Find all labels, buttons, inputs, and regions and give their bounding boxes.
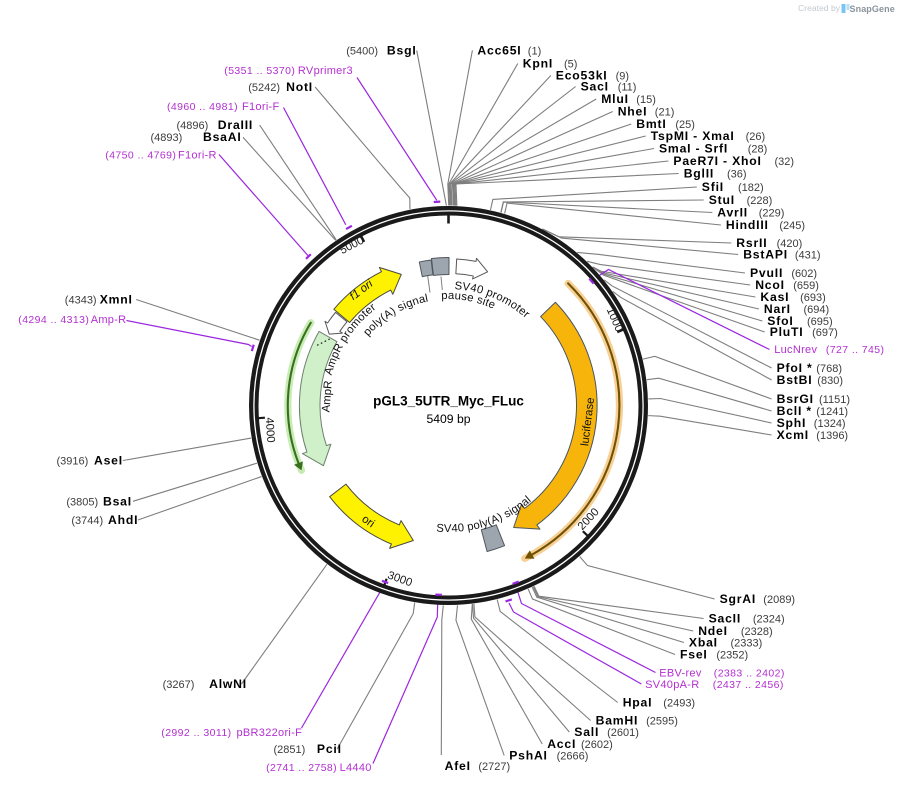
svg-text:Acc65I: Acc65I xyxy=(477,43,521,57)
svg-text:(2727): (2727) xyxy=(478,761,510,773)
svg-text:EBV-rev: EBV-rev xyxy=(659,668,702,680)
svg-text:(2324): (2324) xyxy=(753,614,785,626)
svg-text:(26): (26) xyxy=(746,131,766,143)
svg-text:XcmI: XcmI xyxy=(777,428,809,442)
svg-text:(602): (602) xyxy=(791,268,817,280)
svg-text:(5242): (5242) xyxy=(248,82,280,94)
svg-text:(1241): (1241) xyxy=(816,406,848,418)
svg-text:XmnI: XmnI xyxy=(100,293,133,307)
svg-text:(694): (694) xyxy=(804,304,830,316)
svg-text:(2595): (2595) xyxy=(646,716,678,728)
svg-text:SgrAI: SgrAI xyxy=(720,592,757,606)
svg-text:(2602): (2602) xyxy=(581,739,613,751)
svg-text:(830): (830) xyxy=(817,375,843,387)
svg-text:L4440: L4440 xyxy=(340,762,372,774)
svg-text:KpnI: KpnI xyxy=(523,57,553,71)
svg-text:BglII: BglII xyxy=(684,167,714,181)
svg-text:PshAI: PshAI xyxy=(509,749,548,763)
svg-text:(3916): (3916) xyxy=(57,456,89,468)
svg-text:(1): (1) xyxy=(528,45,541,57)
svg-text:LucNrev: LucNrev xyxy=(774,344,817,356)
svg-text:(4960 .. 4981): (4960 .. 4981) xyxy=(167,101,238,113)
svg-text:(5351 .. 5370): (5351 .. 5370) xyxy=(224,65,295,77)
svg-text:(2666): (2666) xyxy=(557,751,589,763)
svg-text:(659): (659) xyxy=(793,280,819,292)
svg-text:(1151): (1151) xyxy=(819,394,850,406)
svg-text:(697): (697) xyxy=(812,327,838,339)
svg-text:(2851): (2851) xyxy=(274,744,306,756)
svg-text:F1ori-R: F1ori-R xyxy=(178,150,217,162)
svg-text:SnapGene: SnapGene xyxy=(850,4,895,14)
svg-text:(2383 .. 2402): (2383 .. 2402) xyxy=(714,668,785,680)
svg-text:(228): (228) xyxy=(747,195,773,207)
svg-text:NotI: NotI xyxy=(286,80,313,94)
svg-text:(5400): (5400) xyxy=(346,46,378,58)
svg-text:SfiI: SfiI xyxy=(702,180,724,194)
svg-text:(4750 .. 4769): (4750 .. 4769) xyxy=(105,150,176,162)
svg-text:(4294 .. 4313): (4294 .. 4313) xyxy=(18,314,89,326)
svg-text:AlwNI: AlwNI xyxy=(209,677,247,691)
svg-text:SalI: SalI xyxy=(574,725,599,739)
svg-text:BstAPI: BstAPI xyxy=(743,248,788,262)
svg-text:(2493): (2493) xyxy=(663,698,695,710)
svg-text:(431): (431) xyxy=(795,250,821,262)
svg-text:F1ori-F: F1ori-F xyxy=(242,101,280,113)
svg-text:(32): (32) xyxy=(775,156,795,168)
svg-text:BsaI: BsaI xyxy=(103,494,132,508)
svg-text:FseI: FseI xyxy=(680,648,708,662)
svg-text:pGL3_5UTR_Myc_FLuc: pGL3_5UTR_Myc_FLuc xyxy=(373,394,524,409)
svg-text:AseI: AseI xyxy=(94,454,123,468)
svg-text:HindIII: HindIII xyxy=(726,218,769,232)
svg-text:(727 .. 745): (727 .. 745) xyxy=(826,344,885,356)
svg-text:BsaAI: BsaAI xyxy=(203,130,242,144)
svg-text:(1324): (1324) xyxy=(814,418,846,430)
svg-text:(2437 .. 2456): (2437 .. 2456) xyxy=(713,679,784,691)
svg-text:(4343): (4343) xyxy=(65,295,97,307)
svg-text:(2089): (2089) xyxy=(763,594,795,606)
svg-text:PluTI: PluTI xyxy=(770,325,804,339)
svg-text:Amp-R: Amp-R xyxy=(91,314,127,326)
svg-text:(693): (693) xyxy=(800,292,826,304)
svg-text:AfeI: AfeI xyxy=(445,759,471,773)
svg-text:(182): (182) xyxy=(738,182,764,194)
svg-text:(768): (768) xyxy=(816,363,842,375)
svg-text:BamHI: BamHI xyxy=(596,714,639,728)
svg-text:SV40pA-R: SV40pA-R xyxy=(645,679,699,691)
svg-text:(3805): (3805) xyxy=(66,496,98,508)
svg-text:BstBI: BstBI xyxy=(777,373,813,387)
svg-text:pBR322ori-F: pBR322ori-F xyxy=(237,727,303,739)
svg-text:PciI: PciI xyxy=(317,742,342,756)
svg-text:Created by: Created by xyxy=(798,3,841,13)
svg-text:(36): (36) xyxy=(727,169,747,181)
svg-text:BsgI: BsgI xyxy=(387,44,417,58)
svg-text:(2333): (2333) xyxy=(731,638,763,650)
svg-text:(2992 .. 3011): (2992 .. 3011) xyxy=(161,727,231,739)
svg-text:AmpR: AmpR xyxy=(320,380,334,413)
svg-text:HpaI: HpaI xyxy=(623,696,653,710)
svg-text:(2352): (2352) xyxy=(716,650,748,662)
svg-text:(2601): (2601) xyxy=(607,727,639,739)
svg-text:4000: 4000 xyxy=(263,417,277,443)
svg-text:(2328): (2328) xyxy=(741,626,773,638)
svg-text:(1396): (1396) xyxy=(816,430,848,442)
svg-text:RVprimer3: RVprimer3 xyxy=(298,65,353,77)
svg-text:(3744): (3744) xyxy=(71,515,103,527)
svg-text:AccI: AccI xyxy=(547,737,576,751)
svg-text:(4893): (4893) xyxy=(151,132,183,144)
svg-text:(245): (245) xyxy=(779,220,805,232)
svg-text:(2741 .. 2758): (2741 .. 2758) xyxy=(266,762,337,774)
svg-text:5409 bp: 5409 bp xyxy=(426,412,470,426)
svg-text:(3267): (3267) xyxy=(163,679,195,691)
svg-text:AhdI: AhdI xyxy=(108,513,138,527)
